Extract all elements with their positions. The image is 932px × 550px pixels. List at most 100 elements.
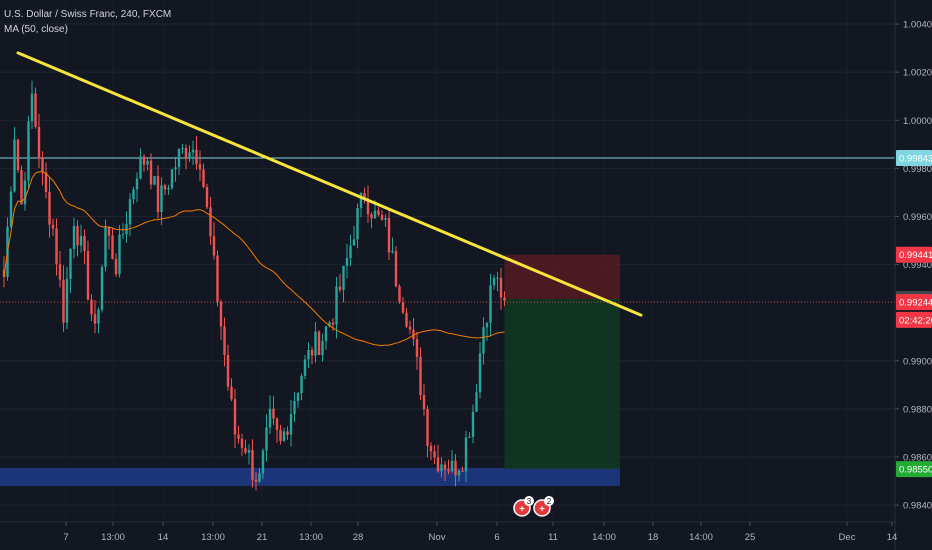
candle-body <box>219 301 223 327</box>
price-label-tag <box>896 246 932 263</box>
price-tick-label: 1.00400 <box>903 20 932 31</box>
drawing-zones <box>0 157 895 486</box>
candle-body <box>41 158 44 173</box>
candle-body <box>275 418 279 430</box>
candle-body <box>23 180 27 205</box>
candle-body <box>303 359 307 376</box>
candle-body <box>338 286 342 290</box>
time-tick-label: 18 <box>648 532 659 543</box>
stop-loss-zone <box>504 254 620 300</box>
symbol-title[interactable]: U.S. Dollar / Swiss Franc, 240, FXCM <box>4 9 172 20</box>
candle-body <box>223 326 226 355</box>
time-tick-label: 11 <box>548 532 558 543</box>
candle-body <box>93 314 97 324</box>
candle-body <box>405 312 408 327</box>
price-label-tag <box>896 461 932 478</box>
candle-body <box>58 264 62 280</box>
candle-body <box>373 210 377 219</box>
candle-body <box>478 353 482 393</box>
time-tick-label: 6 <box>494 532 499 543</box>
candle-body <box>359 193 363 209</box>
candle-body <box>345 258 349 266</box>
event-badges[interactable]: +3+2 <box>513 496 554 517</box>
candle-body <box>293 401 296 415</box>
candle-body <box>244 447 247 453</box>
time-tick-label: 14:00 <box>689 532 713 543</box>
trendline[interactable] <box>16 51 643 317</box>
candle-body <box>324 326 328 341</box>
candle-body <box>412 329 415 340</box>
candle-body <box>202 169 205 187</box>
candle-body <box>447 469 450 472</box>
candle-body <box>485 322 489 328</box>
price-label-text: 0.99244 <box>899 298 932 309</box>
candle-body <box>261 450 265 474</box>
candle-body <box>174 167 177 170</box>
event-flag-glyph: + <box>519 504 525 515</box>
candle-body <box>307 349 310 360</box>
time-tick-label: Dec <box>839 532 856 543</box>
candle-body <box>394 251 398 287</box>
candle-body <box>450 460 454 472</box>
candle-body <box>384 217 387 220</box>
event-count-text: 2 <box>547 497 552 506</box>
price-label-tag <box>896 294 932 311</box>
price-label-tag <box>896 311 932 328</box>
candle-body <box>205 186 209 208</box>
price-label-text: 0.98550 <box>899 465 932 476</box>
candle-body <box>146 160 149 165</box>
ma-line <box>3 171 505 347</box>
support-zone <box>0 467 620 486</box>
candle-body <box>289 414 293 435</box>
candle-body <box>489 285 492 323</box>
candle-body <box>475 392 478 412</box>
candle-body <box>121 234 125 236</box>
candle-body <box>65 278 69 323</box>
candle-body <box>503 297 506 301</box>
candle-body <box>387 217 391 253</box>
candle-body <box>128 199 132 225</box>
indicator-label[interactable]: MA (50, close) <box>4 24 68 35</box>
candle-body <box>300 375 303 394</box>
candle-body <box>422 395 426 410</box>
candle-body <box>471 411 475 437</box>
candle-body <box>160 185 163 213</box>
candle-body <box>16 139 20 171</box>
candle-body <box>233 399 237 435</box>
candle-body <box>408 326 412 330</box>
candle-body <box>139 156 142 179</box>
candle-body <box>184 147 188 159</box>
candle-body <box>44 172 48 192</box>
time-tick-label: 7 <box>63 532 68 543</box>
candle-body <box>282 431 286 441</box>
candle-body <box>268 408 272 428</box>
candle-body <box>97 309 100 324</box>
candle-body <box>272 408 275 419</box>
event-count-bubble <box>544 496 554 506</box>
candle-body <box>380 214 384 220</box>
candle-body <box>69 248 72 279</box>
candle-body <box>20 170 23 205</box>
candle-body <box>436 457 440 472</box>
candle-body <box>426 409 429 446</box>
time-tick-label: 14 <box>158 532 169 543</box>
candle-body <box>107 227 111 236</box>
candle-body <box>111 235 114 259</box>
grid <box>0 23 895 506</box>
candle-body <box>34 93 37 127</box>
candle-body <box>482 327 485 354</box>
candle-body <box>328 322 331 327</box>
time-axis[interactable]: 7 13:00 14 13:00 21 13:00 28 Nov 6 11 14:00 18 14:00… <box>0 521 897 543</box>
candle-body <box>457 470 461 476</box>
candle-body <box>237 434 240 439</box>
candle-body <box>216 255 219 302</box>
